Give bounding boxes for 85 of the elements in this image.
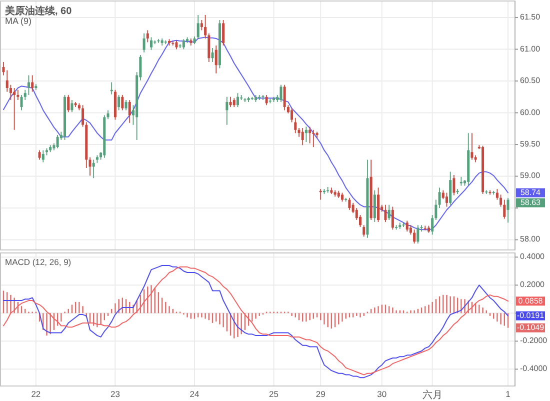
y-tick-label: -0.4000: [520, 364, 548, 374]
candlestick: [229, 96, 232, 108]
candlestick: [362, 224, 366, 238]
candlestick: [413, 229, 416, 244]
candlestick: [470, 132, 474, 160]
candlestick: [312, 129, 315, 148]
x-tick-label: 22: [31, 389, 41, 400]
candlestick: [211, 48, 214, 62]
candlestick: [506, 197, 510, 224]
x-tick-label: 30: [377, 389, 387, 400]
candlestick: [13, 88, 16, 130]
candlestick: [388, 204, 390, 221]
text: 美原油连续, 60: [4, 4, 72, 17]
candlestick: [500, 194, 502, 208]
candlestick: [67, 94, 70, 113]
candlestick: [384, 204, 387, 222]
data-label: -0.0191: [516, 311, 545, 320]
candlestick: [226, 96, 228, 126]
text: 58.63: [520, 198, 541, 208]
candlestick: [452, 174, 456, 196]
x-tick-label: 29: [316, 389, 326, 400]
candlestick: [301, 128, 304, 146]
candlestick: [438, 187, 441, 208]
candlestick: [294, 117, 297, 134]
candlestick: [283, 84, 286, 111]
candlestick: [304, 126, 308, 142]
candlestick: [348, 197, 351, 210]
candlestick: [214, 44, 218, 74]
text: MACD (12, 26, 9): [5, 257, 72, 268]
candlestick: [355, 208, 358, 221]
data-label: 0.0858: [518, 296, 544, 306]
candlestick: [308, 126, 312, 144]
y-tick-label: 58.00: [520, 234, 541, 244]
y-tick-label: 61.00: [520, 44, 541, 54]
x-tick-label: 24: [190, 389, 200, 400]
candlestick: [146, 30, 149, 43]
candlestick: [92, 159, 95, 179]
candlestick: [82, 104, 84, 128]
y-tick-label: -0.2000: [520, 336, 548, 346]
annotation: -0.1049: [516, 323, 545, 332]
y-tick-label: 0.4000: [520, 252, 546, 262]
candlestick: [182, 38, 185, 50]
x-tick-label: 23: [110, 389, 120, 400]
x-tick-label: 25: [269, 389, 279, 400]
candlestick: [38, 150, 41, 160]
y-tick-label: 61.50: [520, 12, 541, 22]
y-tick-label: 60.00: [520, 108, 541, 117]
y-tick-label: 59.00: [520, 171, 541, 180]
data-label: 58.74: [520, 188, 542, 198]
text: MA (9): [5, 16, 32, 26]
x-tick-label: 六月: [422, 388, 442, 401]
candlestick: [503, 199, 506, 220]
y-tick-label: 59.50: [520, 140, 541, 149]
candlestick: [121, 94, 124, 111]
candlestick: [445, 192, 448, 208]
candlestick: [142, 32, 146, 53]
candlestick: [42, 150, 44, 163]
candlestick: [280, 84, 282, 102]
candlestick: [449, 171, 452, 206]
y-tick-label: 0.2000: [520, 280, 546, 290]
candlestick: [265, 94, 268, 106]
x-tick-label: 1: [506, 389, 511, 400]
candlestick: [70, 100, 74, 113]
candlestick: [416, 224, 420, 244]
candlestick: [373, 190, 376, 222]
candlestick: [200, 20, 203, 31]
candlestick: [236, 92, 239, 108]
candlestick: [496, 188, 498, 200]
candlestick: [406, 220, 408, 232]
candlestick: [56, 134, 59, 149]
candlestick: [124, 100, 128, 111]
candlestick: [27, 74, 30, 96]
candlestick: [196, 14, 200, 39]
candlestick: [409, 224, 412, 236]
y-tick-label: 60.50: [520, 76, 541, 86]
candlestick: [290, 108, 294, 123]
candlestick: [9, 84, 12, 100]
candlestick: [391, 206, 394, 230]
candlestick: [150, 36, 152, 50]
candlestick: [326, 186, 330, 194]
candlestick: [31, 74, 34, 92]
candlestick: [222, 20, 225, 46]
candlestick: [118, 94, 120, 111]
candlestick: [128, 100, 131, 124]
candlestick: [6, 70, 8, 92]
